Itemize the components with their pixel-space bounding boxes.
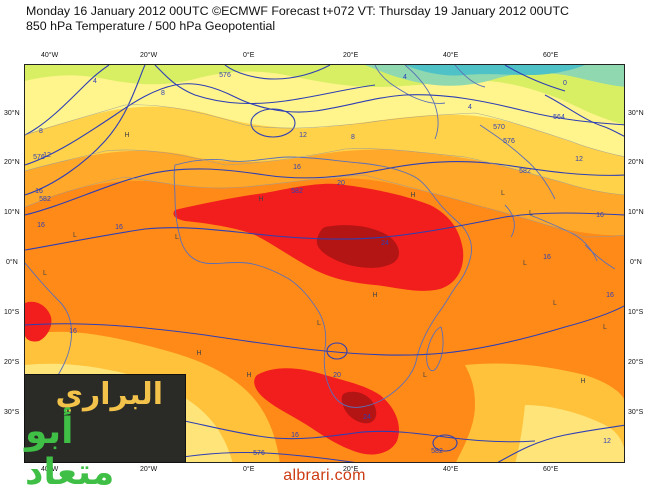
geopotential-label: 576 bbox=[219, 72, 231, 79]
high-marker: H bbox=[124, 132, 129, 139]
lon-tick: 40°W bbox=[41, 466, 59, 473]
geopotential-label: 564 bbox=[553, 114, 565, 121]
lat-tick: 30°S bbox=[628, 409, 644, 416]
geopotential-label: 576 bbox=[253, 450, 265, 457]
lat-tick: 20°N bbox=[4, 159, 20, 166]
temp-label: 24 bbox=[381, 240, 389, 247]
lon-tick: 60°E bbox=[543, 466, 559, 473]
lat-tick: 30°S bbox=[4, 409, 20, 416]
lon-tick: 20°W bbox=[140, 466, 158, 473]
forecast-map: 4 4 8 8 12 12 16 16 16 16 16 16 16 20 20… bbox=[24, 64, 625, 463]
temp-label: 12 bbox=[575, 156, 583, 163]
site-watermark: albrari.com bbox=[283, 467, 366, 484]
geopotential-label: 582 bbox=[39, 196, 51, 203]
geopotential-labels: 576 582 582 570 576 564 576 582 576 582 bbox=[33, 72, 565, 457]
geopotential-label: 576 bbox=[33, 154, 45, 161]
temp-label: 16 bbox=[35, 188, 43, 195]
temp-label: 8 bbox=[39, 128, 43, 135]
temp-label: 16 bbox=[293, 164, 301, 171]
temp-label: 0 bbox=[563, 80, 567, 87]
lon-tick: 20°E bbox=[343, 52, 359, 59]
lat-tick: 20°N bbox=[628, 159, 644, 166]
lat-tick: 20°S bbox=[4, 359, 20, 366]
low-marker: L bbox=[43, 270, 47, 277]
low-marker: L bbox=[501, 190, 505, 197]
temp-label: 16 bbox=[291, 432, 299, 439]
lon-tick: 20°E bbox=[343, 466, 359, 473]
lon-tick: 0°E bbox=[243, 52, 255, 59]
lat-tick: 20°S bbox=[628, 359, 644, 366]
temp-label: 24 bbox=[363, 414, 371, 421]
low-marker: L bbox=[553, 300, 557, 307]
high-marker: H bbox=[410, 192, 415, 199]
temp-label: 16 bbox=[37, 222, 45, 229]
lat-tick: 10°N bbox=[628, 209, 644, 216]
logo-line-1: البراري bbox=[55, 377, 163, 412]
geopotential-label: 570 bbox=[493, 124, 505, 131]
temp-label: 20 bbox=[337, 180, 345, 187]
low-marker: L bbox=[523, 260, 527, 267]
lat-tick: 30°N bbox=[628, 110, 644, 117]
lon-tick: 60°E bbox=[543, 52, 559, 59]
temp-label: 16 bbox=[596, 212, 604, 219]
high-marker: H bbox=[258, 196, 263, 203]
low-marker: L bbox=[73, 232, 77, 239]
temperature-field-darkred-north bbox=[316, 225, 399, 268]
temperature-isotherms bbox=[25, 104, 624, 238]
temp-label: 12 bbox=[603, 438, 611, 445]
lat-tick: 10°N bbox=[4, 209, 20, 216]
temp-label: 12 bbox=[299, 132, 307, 139]
low-marker: L bbox=[423, 372, 427, 379]
pressure-markers: H H H H L L L L L L H H L L L H L bbox=[43, 132, 607, 385]
lon-tick: 20°W bbox=[140, 52, 158, 59]
forecast-title: Monday 16 January 2012 00UTC ©ECMWF Fore… bbox=[26, 4, 569, 18]
lon-tick: 40°E bbox=[443, 52, 459, 59]
low-marker: L bbox=[529, 210, 533, 217]
temperature-field-se-mild bbox=[515, 405, 624, 462]
forecast-subtitle: 850 hPa Temperature / 500 hPa Geopotenti… bbox=[26, 19, 276, 33]
temp-label: 4 bbox=[403, 74, 407, 81]
temp-label: 8 bbox=[161, 90, 165, 97]
temperature-field-mild bbox=[25, 65, 624, 157]
lat-tick: 10°S bbox=[4, 309, 20, 316]
high-marker: H bbox=[196, 350, 201, 357]
lon-tick: 40°E bbox=[443, 466, 459, 473]
high-marker: H bbox=[246, 372, 251, 379]
lat-tick: 0°N bbox=[630, 259, 642, 266]
lat-tick: 0°N bbox=[6, 259, 18, 266]
temperature-field-red-west bbox=[25, 301, 52, 342]
watermark-logo: البراري أبو متعاد bbox=[24, 374, 186, 493]
temp-label: 8 bbox=[351, 134, 355, 141]
lon-tick: 0°E bbox=[243, 466, 255, 473]
lon-tick: 40°W bbox=[41, 52, 59, 59]
geopotential-label: 582 bbox=[519, 168, 531, 175]
temp-label: 4 bbox=[468, 104, 472, 111]
high-marker: H bbox=[372, 292, 377, 299]
map-header: Monday 16 January 2012 00UTC ©ECMWF Fore… bbox=[26, 4, 569, 34]
low-marker: L bbox=[603, 324, 607, 331]
lat-tick: 10°S bbox=[628, 309, 644, 316]
temperature-field-red-south bbox=[254, 368, 400, 455]
geopotential-contours bbox=[25, 65, 624, 462]
high-marker: H bbox=[580, 378, 585, 385]
temp-label: 4 bbox=[93, 78, 97, 85]
geopotential-label: 582 bbox=[431, 448, 443, 455]
temperature-labels: 4 4 8 8 12 12 16 16 16 16 16 16 16 20 20… bbox=[35, 74, 614, 445]
geopotential-label: 576 bbox=[503, 138, 515, 145]
geopotential-label: 582 bbox=[291, 188, 303, 195]
temp-label: 16 bbox=[606, 292, 614, 299]
low-marker: L bbox=[317, 320, 321, 327]
low-marker: L bbox=[175, 234, 179, 241]
temp-label: 20 bbox=[333, 372, 341, 379]
lat-tick: 30°N bbox=[4, 110, 20, 117]
temperature-field-cold-core bbox=[405, 65, 585, 76]
temp-label: 16 bbox=[69, 328, 77, 335]
temp-label: 16 bbox=[543, 254, 551, 261]
temp-label: 16 bbox=[115, 224, 123, 231]
temp-label: 12 bbox=[43, 152, 51, 159]
